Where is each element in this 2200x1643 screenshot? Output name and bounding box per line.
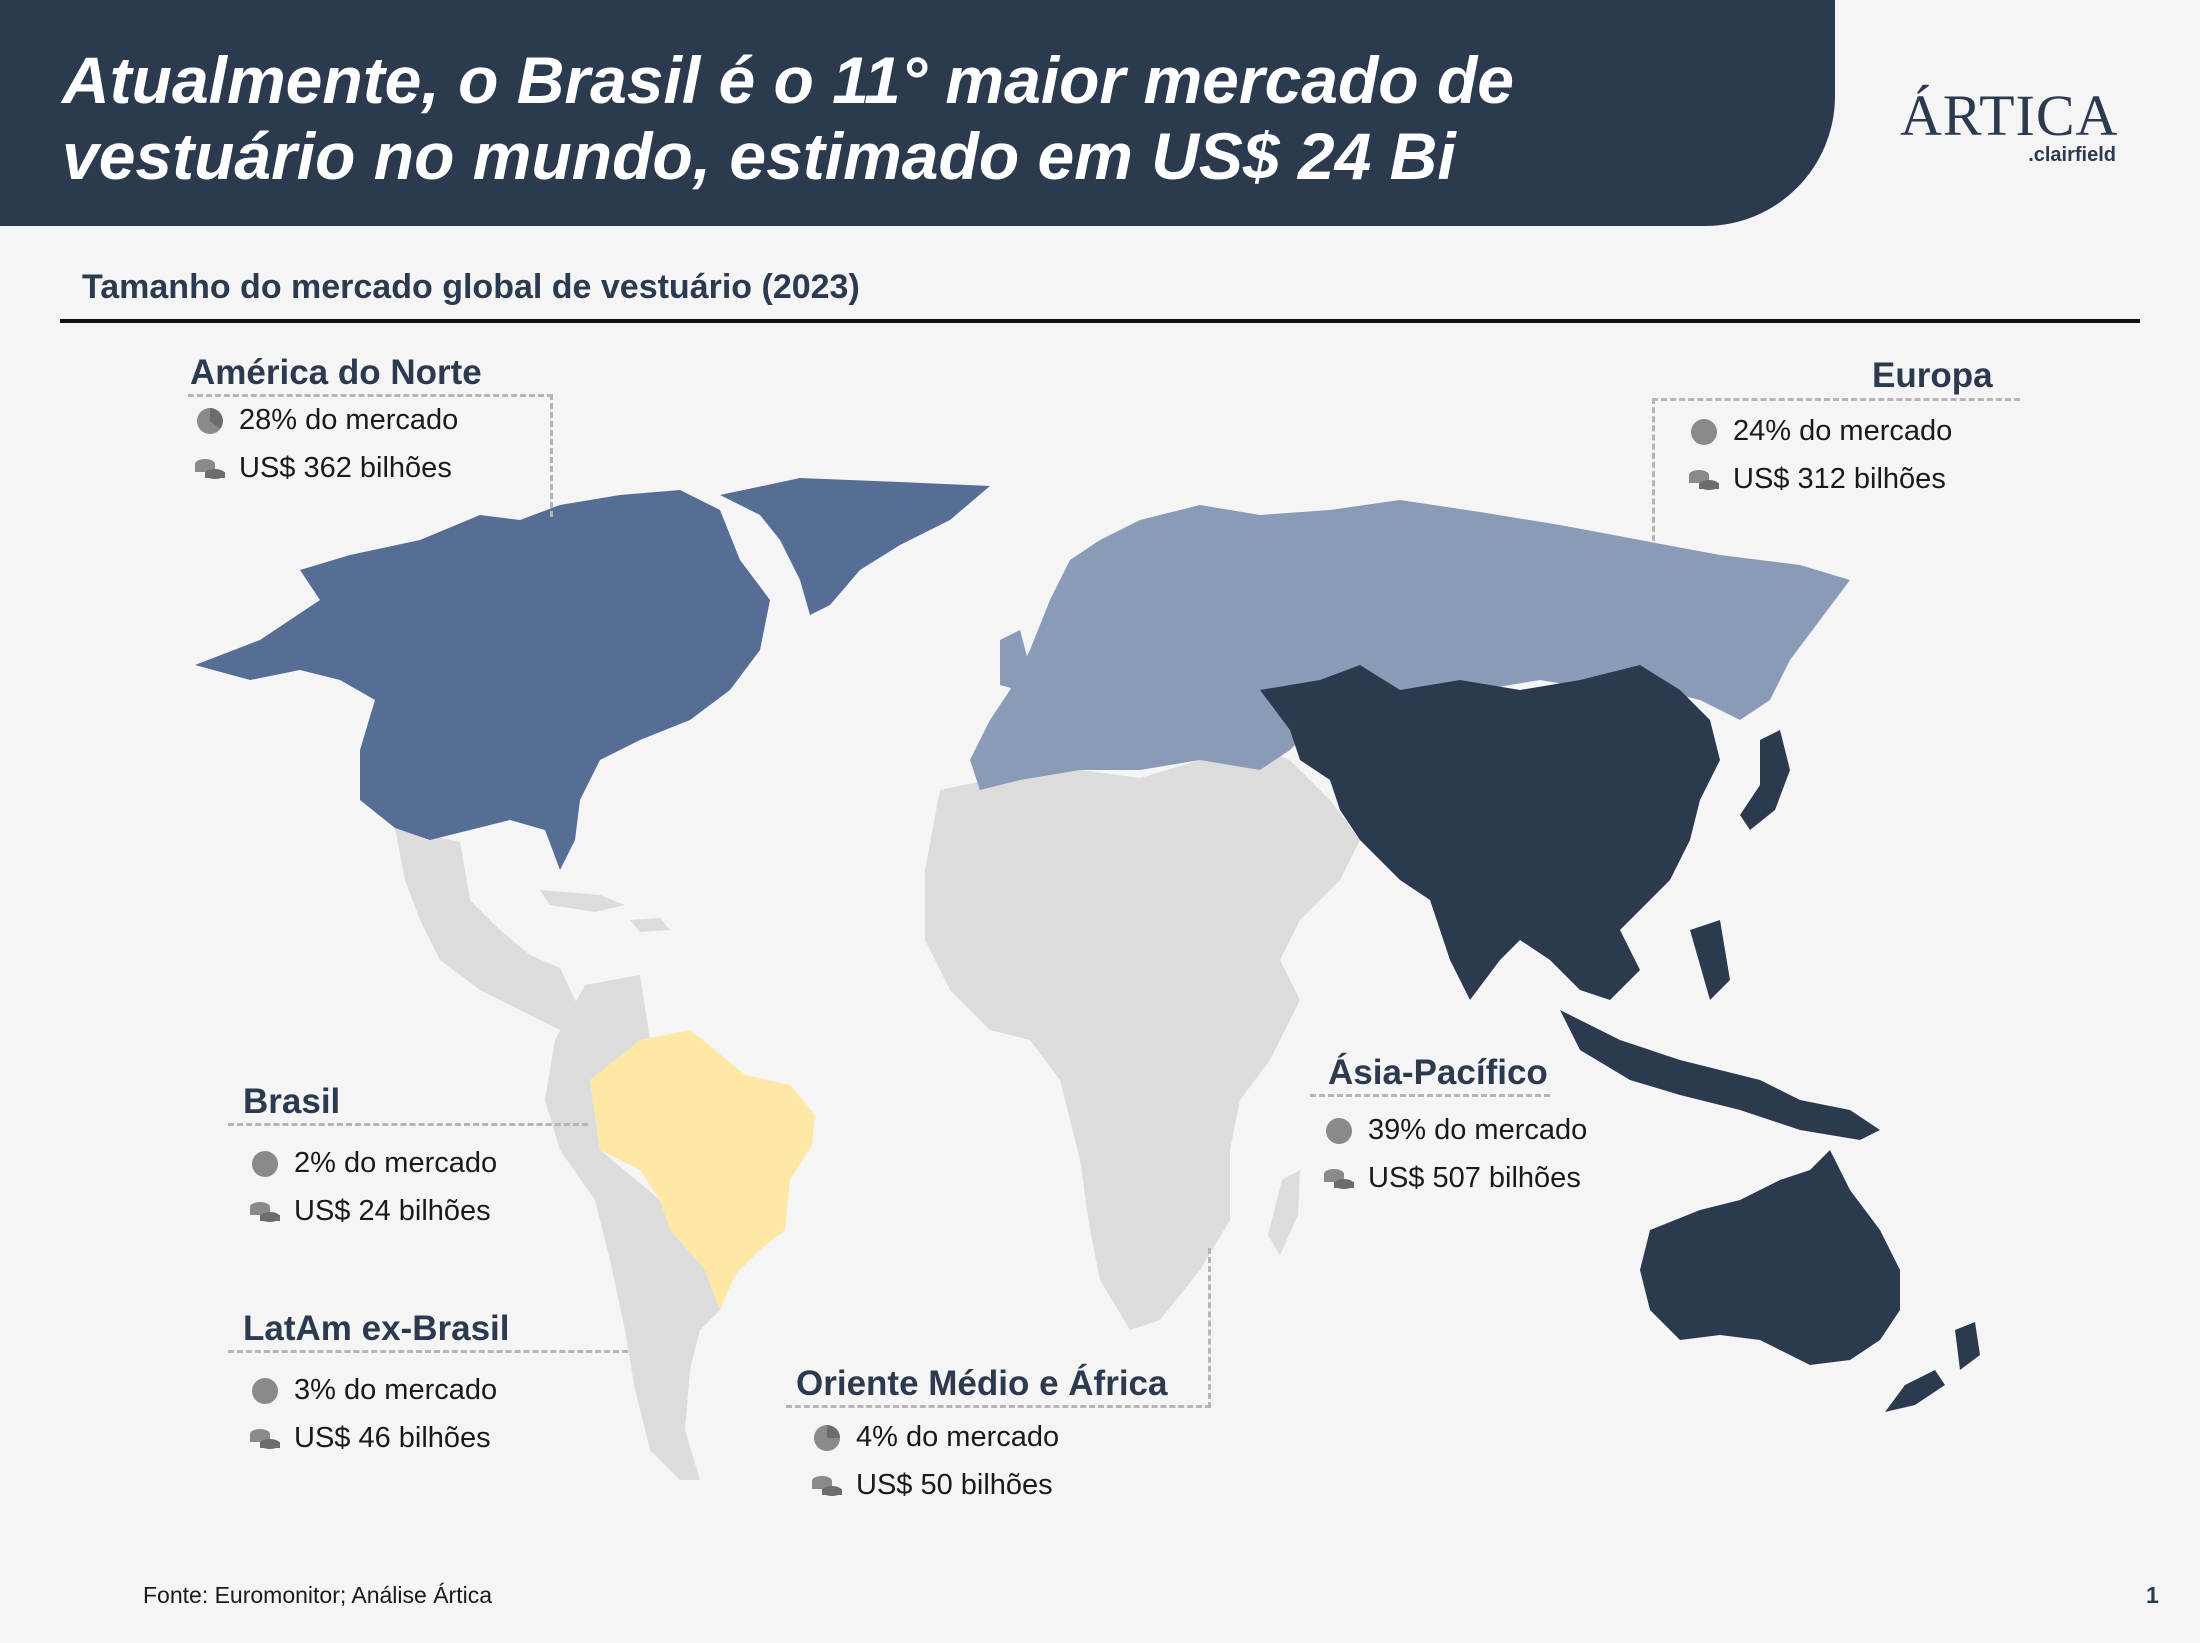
map-asia: [1260, 665, 1720, 1000]
map-europe-russia: [970, 500, 1850, 790]
map-middle-east-africa: [925, 740, 1360, 1330]
map-uk-ireland: [1000, 630, 1028, 690]
map-central-america: [395, 828, 590, 1030]
stat-brazil-value: US$ 24 bilhões: [248, 1195, 491, 1228]
value-label-north-america: US$ 362 bilhões: [239, 452, 452, 484]
pie-chart-icon: [1691, 418, 1717, 445]
stat-latam-value: US$ 46 bilhões: [248, 1422, 491, 1455]
share-label-brazil: 2% do mercado: [294, 1147, 498, 1179]
stat-brazil-share: 2% do mercado: [248, 1147, 497, 1180]
region-title-mea: Oriente Médio e África: [796, 1364, 1168, 1403]
value-label-latam: US$ 46 bilhões: [294, 1422, 491, 1454]
coins-icon: [1324, 1168, 1354, 1189]
leader-mea: [786, 1248, 1211, 1408]
map-southeast-asia: [1560, 920, 1880, 1140]
map-greenland: [720, 478, 990, 615]
stat-europe-share: 24% do mercado: [1687, 415, 1952, 448]
region-europe: Europa: [1872, 355, 1993, 397]
pie-chart-icon: [814, 1424, 840, 1451]
value-label-brazil: US$ 24 bilhões: [294, 1195, 491, 1227]
value-label-mea: US$ 50 bilhões: [856, 1469, 1053, 1501]
share-label-north-america: 28% do mercado: [239, 404, 459, 436]
footer-source: Fonte: Euromonitor; Análise Ártica: [143, 1582, 492, 1608]
coins-icon: [250, 1201, 280, 1222]
region-title-latam: LatAm ex-Brasil: [243, 1309, 510, 1348]
map-north-america: [195, 490, 770, 870]
map-latam-ex-brazil: [545, 975, 720, 1480]
header-banner: Atualmente, o Brasil é o 11° maior merca…: [0, 0, 1835, 226]
value-label-europe: US$ 312 bilhões: [1733, 463, 1946, 495]
pie-chart-icon: [252, 1377, 278, 1404]
page-title: Atualmente, o Brasil é o 11° maior merca…: [62, 43, 1514, 193]
leader-brazil: [228, 1123, 588, 1126]
stat-mea-value: US$ 50 bilhões: [810, 1469, 1053, 1502]
stat-europe-value: US$ 312 bilhões: [1687, 463, 1946, 496]
region-latam: LatAm ex-Brasil: [243, 1308, 509, 1350]
pie-chart-icon: [252, 1150, 278, 1177]
logo-subtitle: .clairfield: [2028, 144, 2116, 166]
region-title-north-america: América do Norte: [190, 353, 482, 392]
region-title-brazil: Brasil: [243, 1082, 341, 1121]
leader-latam: [228, 1350, 628, 1353]
map-madagascar: [1268, 1170, 1300, 1255]
pie-chart-icon: [197, 407, 223, 434]
stat-north-america-value: US$ 362 bilhões: [193, 452, 452, 485]
map-australia: [1640, 1150, 1900, 1365]
region-asia-pacific: Ásia-Pacífico: [1328, 1052, 1548, 1094]
share-label-asia-pacific: 39% do mercado: [1368, 1114, 1588, 1146]
region-brazil: Brasil: [243, 1081, 340, 1123]
share-label-mea: 4% do mercado: [856, 1421, 1060, 1453]
logo-wordmark: ÁRTICA: [1900, 83, 2119, 148]
coins-icon: [250, 1428, 280, 1449]
coins-icon: [1689, 469, 1719, 490]
map-new-zealand: [1885, 1322, 1980, 1412]
stat-asia-pacific-share: 39% do mercado: [1322, 1114, 1587, 1147]
stat-north-america-share: 28% do mercado: [193, 404, 458, 437]
section-title: Tamanho do mercado global de vestuário (…: [82, 268, 860, 306]
map-japan: [1740, 730, 1790, 830]
share-label-europe: 24% do mercado: [1733, 415, 1953, 447]
region-mea: Oriente Médio e África: [796, 1363, 1167, 1405]
region-title-asia-pacific: Ásia-Pacífico: [1328, 1053, 1548, 1092]
leader-north-america: [188, 394, 553, 517]
share-label-latam: 3% do mercado: [294, 1374, 498, 1406]
leader-europe: [1652, 398, 2020, 541]
region-north-america: América do Norte: [190, 352, 482, 394]
region-title-europe: Europa: [1872, 356, 1993, 395]
coins-icon: [812, 1475, 842, 1496]
artica-logo: ÁRTICA .clairfield: [1900, 86, 2120, 176]
stat-mea-share: 4% do mercado: [810, 1421, 1059, 1454]
value-label-asia-pacific: US$ 507 bilhões: [1368, 1162, 1581, 1194]
pie-chart-icon: [1326, 1117, 1352, 1144]
coins-icon: [195, 458, 225, 479]
stat-latam-share: 3% do mercado: [248, 1374, 497, 1407]
leader-asia-pacific: [1310, 1094, 1550, 1097]
stat-asia-pacific-value: US$ 507 bilhões: [1322, 1162, 1581, 1195]
section-divider: [60, 319, 2140, 323]
page-number: 1: [2146, 1582, 2159, 1608]
map-brazil: [590, 1030, 815, 1310]
map-caribbean: [540, 890, 670, 932]
